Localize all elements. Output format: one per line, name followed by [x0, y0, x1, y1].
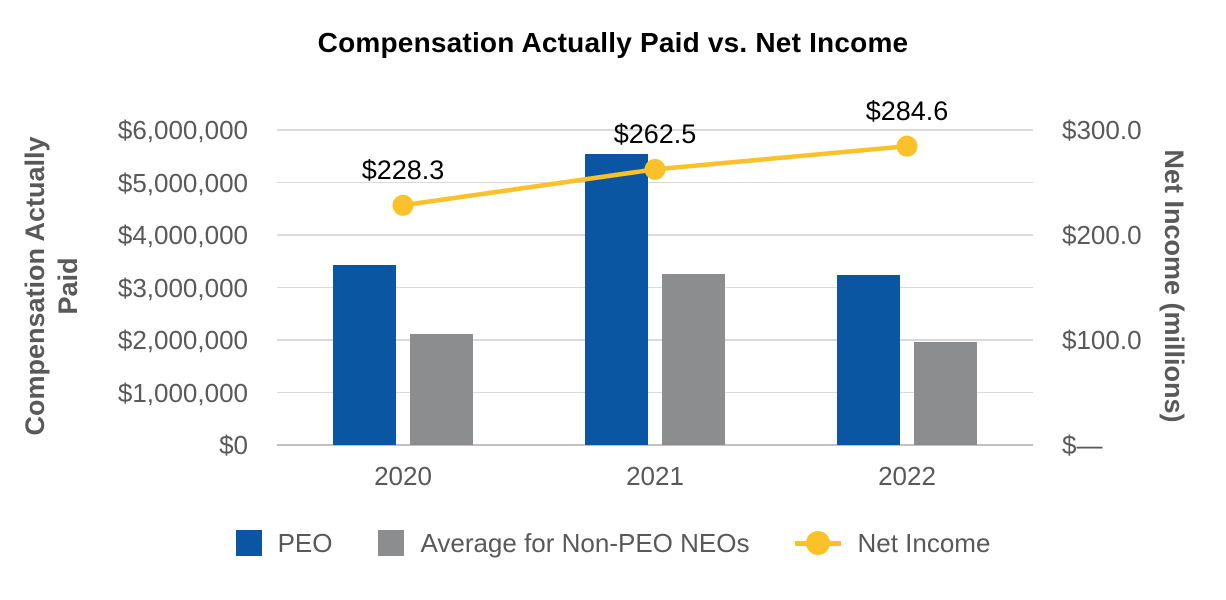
legend-line-dot-marker-net-income	[795, 530, 842, 556]
right-axis-tick-label: $200.0	[1062, 220, 1142, 250]
bar-peo-2022	[837, 274, 900, 445]
left-axis-tick-label: $0	[219, 430, 248, 460]
chart-title: Compensation Actually Paid vs. Net Incom…	[317, 27, 909, 58]
legend-label-peo: PEO	[277, 528, 333, 558]
gridline	[277, 129, 1033, 131]
net-income-line-layer	[392, 135, 918, 216]
legend-label-net-income: Net Income	[857, 528, 991, 558]
gridline	[277, 286, 1033, 289]
right-axis-tick-label: $100.0	[1062, 325, 1142, 355]
right-axis-tick-label: $300.0	[1062, 115, 1142, 145]
net-income-data-label-2021: $262.5	[613, 119, 697, 150]
left-axis-tick-label: $2,000,000	[117, 325, 248, 355]
gridline	[277, 444, 1033, 446]
legend-swatch-peo	[235, 530, 262, 556]
x-axis-category-label: 2022	[878, 461, 936, 491]
bar-non-peo-neos-2022	[914, 342, 977, 445]
x-axis-category-label: 2020	[374, 461, 432, 491]
gridline	[277, 234, 1033, 236]
legend-item-non-peo-neos: Average for Non-PEO NEOs	[378, 529, 749, 557]
gridline	[277, 181, 1033, 184]
left-axis-tick-label: $6,000,000	[117, 115, 248, 145]
legend-label-non-peo-neos: Average for Non-PEO NEOs	[420, 528, 750, 558]
legend-swatch-non-peo-neos	[378, 530, 405, 556]
gridline	[277, 339, 1033, 341]
bar-non-peo-neos-2020	[410, 334, 473, 445]
right-axis-title: Net Income (millions)	[1159, 149, 1189, 423]
left-axis-tick-label: $5,000,000	[117, 167, 248, 198]
bar-non-peo-neos-2021	[662, 273, 725, 445]
net-income-marker-2020	[392, 194, 414, 216]
net-income-data-label-2020: $228.3	[361, 155, 445, 186]
net-income-data-label-2022: $284.6	[865, 96, 949, 127]
right-axis-tick-label: $—	[1062, 430, 1103, 460]
legend-item-net-income: Net Income	[795, 529, 990, 557]
net-income-marker-2021	[644, 158, 666, 180]
legend: PEO Average for Non-PEO NEOs Net Income	[0, 528, 1226, 558]
left-axis-tick-label: $3,000,000	[117, 272, 248, 303]
net-income-marker-2022	[896, 135, 918, 157]
x-axis-category-label: 2021	[626, 461, 684, 491]
legend-item-peo: PEO	[235, 528, 333, 558]
gridline	[277, 391, 1033, 394]
left-axis-tick-label: $1,000,000	[117, 377, 248, 408]
bar-peo-2021	[585, 154, 648, 445]
bar-peo-2020	[333, 264, 396, 445]
left-axis-tick-label: $4,000,000	[117, 220, 248, 250]
